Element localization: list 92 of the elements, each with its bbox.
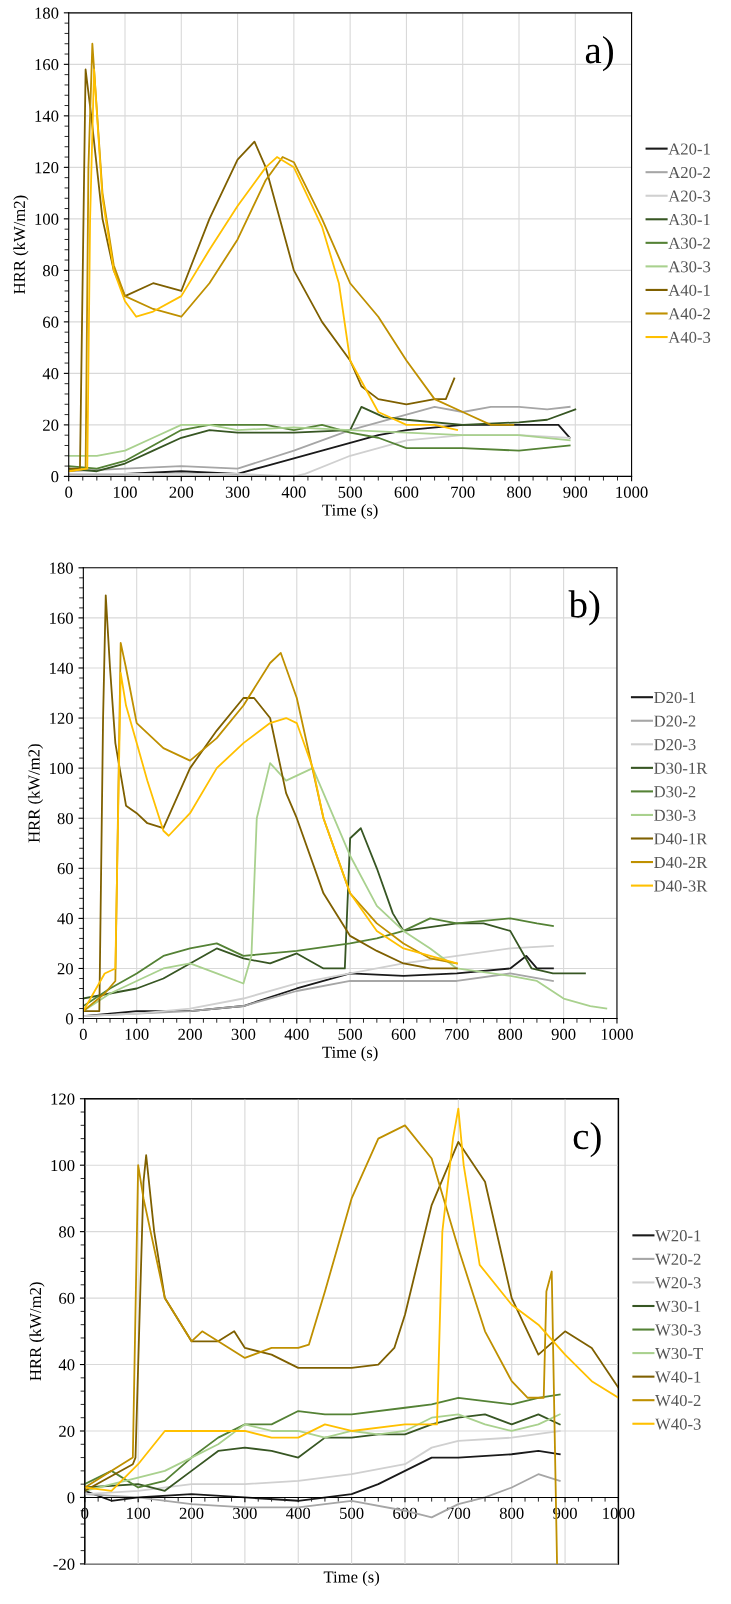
y-tick-label: 80	[59, 1226, 75, 1238]
x-tick-label: 600	[391, 1028, 416, 1040]
legend-label: D30-2	[654, 786, 696, 798]
x-tick-label: 700	[445, 1028, 469, 1040]
x-tick-label: 200	[169, 486, 194, 498]
y-tick-label: 180	[35, 7, 59, 19]
x-tick-label: 700	[451, 486, 475, 498]
x-tick-label: 200	[178, 1028, 202, 1040]
legend-label: A20-3	[668, 190, 711, 202]
legend-label: A20-1	[668, 143, 710, 155]
x-tick-label: 900	[563, 486, 588, 498]
x-tick-label: 300	[233, 1507, 257, 1519]
y-tick-label: 100	[35, 213, 59, 225]
x-tick-label: 400	[281, 486, 306, 498]
y-tick-label: 40	[42, 368, 59, 380]
y-tick-label: 20	[43, 419, 59, 431]
x-tick-label: 500	[338, 1028, 363, 1040]
legend-label: D40-2R	[654, 856, 708, 869]
x-tick-label: 500	[338, 486, 363, 498]
x-axis-title: Time (s)	[322, 504, 378, 520]
x-tick-label: 300	[225, 486, 250, 498]
legend-label: D20-3	[654, 739, 696, 751]
legend-label: A20-2	[668, 166, 710, 179]
x-axis-title: Time (s)	[323, 1570, 380, 1586]
x-tick-label: 300	[231, 1028, 256, 1040]
x-tick-label: 400	[284, 1028, 309, 1040]
y-tick-label: 140	[35, 110, 59, 122]
x-tick-label: 200	[179, 1507, 204, 1519]
y-tick-label: 120	[51, 1093, 75, 1105]
x-tick-label: 700	[446, 1507, 471, 1519]
y-axis-title: HRR (kW/m2)	[29, 1282, 45, 1381]
y-tick-label: 180	[50, 562, 73, 574]
legend-label: D30-1R	[654, 762, 708, 774]
y-tick-label: 100	[50, 762, 73, 775]
y-tick-label: 80	[57, 812, 73, 825]
legend-label: D20-2	[654, 715, 696, 727]
y-tick-label: 80	[42, 265, 59, 277]
legend-label: D20-1	[654, 691, 696, 704]
x-tick-label: 1000	[601, 1028, 633, 1040]
legend-label: W30-1	[655, 1300, 701, 1313]
legend-label: A40-3	[668, 331, 711, 344]
y-tick-label: 0	[51, 471, 59, 483]
y-tick-label: -20	[53, 1558, 75, 1570]
x-tick-label: 900	[551, 1028, 576, 1040]
y-tick-label: 20	[57, 963, 73, 975]
legend-label: D40-1R	[654, 833, 708, 845]
x-tick-label: 0	[79, 1028, 87, 1040]
y-tick-label: 120	[50, 712, 73, 724]
legend-label: A40-1	[668, 284, 710, 296]
legend-label: A30-2	[668, 237, 710, 249]
x-tick-label: 800	[498, 1028, 523, 1040]
legend-label: W30-T	[655, 1347, 703, 1360]
annotation: b)	[568, 590, 600, 626]
legend-label: W40-3	[655, 1418, 701, 1430]
y-tick-label: 0	[65, 1013, 73, 1025]
y-tick-label: 0	[67, 1492, 75, 1504]
y-tick-label: 60	[59, 1292, 75, 1305]
x-axis-title: Time (s)	[322, 1046, 378, 1062]
y-tick-label: 40	[58, 1359, 75, 1371]
legend-label: D30-3	[654, 809, 696, 821]
legend-label: A30-3	[668, 261, 711, 273]
y-axis-title: HRR (kW/m2)	[27, 744, 44, 843]
x-tick-label: 800	[507, 486, 531, 498]
x-tick-label: 600	[394, 486, 419, 498]
legend-label: W20-1	[655, 1230, 701, 1242]
y-tick-label: 20	[59, 1425, 75, 1437]
x-tick-label: 800	[499, 1507, 524, 1519]
y-tick-label: 40	[57, 913, 73, 925]
y-tick-label: 60	[57, 863, 73, 875]
legend-label: W20-2	[655, 1253, 701, 1265]
y-tick-label: 160	[35, 59, 59, 71]
y-tick-label: 140	[50, 662, 73, 674]
y-tick-label: 120	[35, 162, 59, 174]
legend-label: W20-3	[655, 1277, 701, 1289]
legend-label: W40-2	[655, 1394, 701, 1407]
y-axis-title: HRR (kW/m2)	[13, 195, 29, 294]
legend-label: D40-3R	[654, 880, 708, 892]
y-tick-label: 100	[51, 1159, 75, 1172]
legend-label: A40-2	[668, 308, 710, 320]
x-tick-label: 1000	[616, 486, 648, 498]
annotation: a)	[585, 36, 613, 72]
legend-label: A30-1	[668, 214, 710, 226]
x-tick-label: 400	[286, 1507, 311, 1519]
x-tick-label: 100	[127, 1507, 151, 1519]
y-tick-label: 160	[50, 612, 73, 624]
x-tick-label: 100	[125, 1028, 149, 1040]
legend-label: W30-3	[655, 1324, 701, 1336]
legend-label: W40-1	[655, 1371, 701, 1383]
x-tick-label: 500	[340, 1507, 364, 1519]
y-tick-label: 60	[43, 316, 59, 328]
x-tick-label: 100	[113, 486, 137, 498]
annotation: c)	[573, 1122, 601, 1158]
